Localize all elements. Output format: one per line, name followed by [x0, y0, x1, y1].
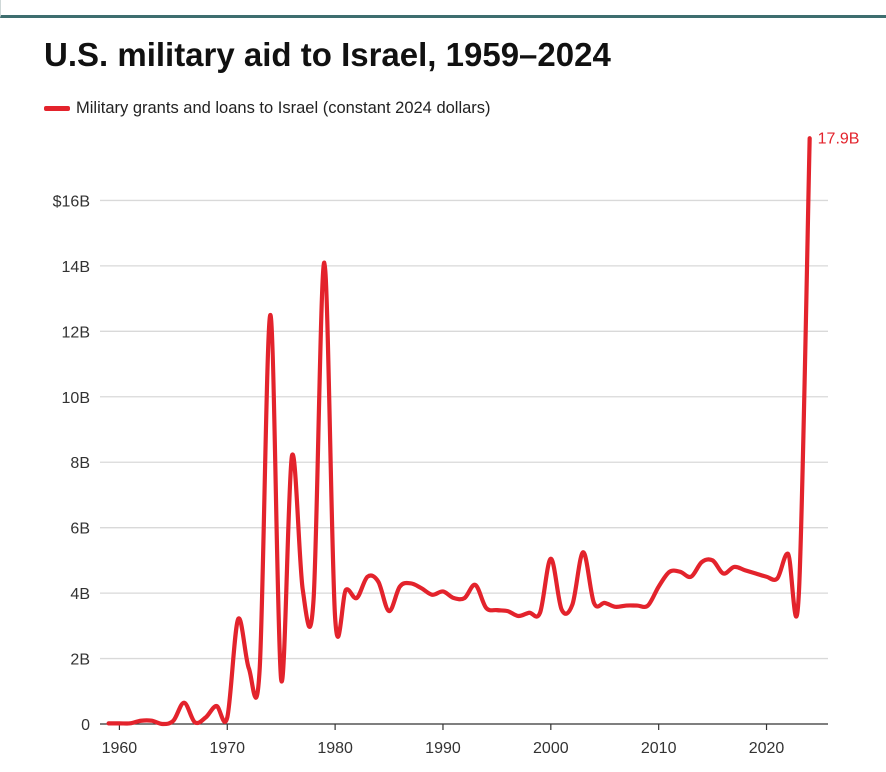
y-tick-label: 12B	[62, 324, 90, 341]
x-tick-label: 1970	[209, 740, 245, 757]
series-layer	[106, 136, 812, 727]
y-tick-label: 4B	[70, 586, 90, 603]
y-tick-label: $16B	[53, 193, 90, 210]
data-labels: 17.9B	[818, 130, 860, 147]
legend-swatch	[44, 106, 70, 111]
chart-title: U.S. military aid to Israel, 1959–2024	[44, 36, 611, 73]
y-axis-ticks: 0 2B 4B 6B 8B 10B 12B 14B $16B	[53, 193, 90, 734]
y-tick-label: 2B	[70, 652, 90, 669]
x-axis-ticks: 1960 1970 1980 1990 2000 2010 2020	[102, 724, 785, 757]
y-tick-label: 10B	[62, 390, 90, 407]
x-tick-label: 1980	[317, 740, 353, 757]
legend: Military grants and loans to Israel (con…	[44, 99, 491, 118]
x-tick-label: 2020	[749, 740, 785, 757]
x-tick-label: 1960	[102, 740, 138, 757]
x-tick-label: 2010	[641, 740, 677, 757]
series-line	[106, 136, 812, 727]
legend-label: Military grants and loans to Israel (con…	[76, 99, 491, 117]
x-tick-label: 1990	[425, 740, 461, 757]
y-tick-label: 14B	[62, 259, 90, 276]
x-tick-label: 2000	[533, 740, 569, 757]
end-value-label: 17.9B	[818, 130, 860, 147]
gridlines	[100, 199, 828, 660]
header-rule	[0, 0, 886, 18]
y-tick-label: 8B	[70, 455, 90, 472]
y-tick-label: 6B	[70, 521, 90, 538]
y-tick-label: 0	[81, 717, 90, 734]
